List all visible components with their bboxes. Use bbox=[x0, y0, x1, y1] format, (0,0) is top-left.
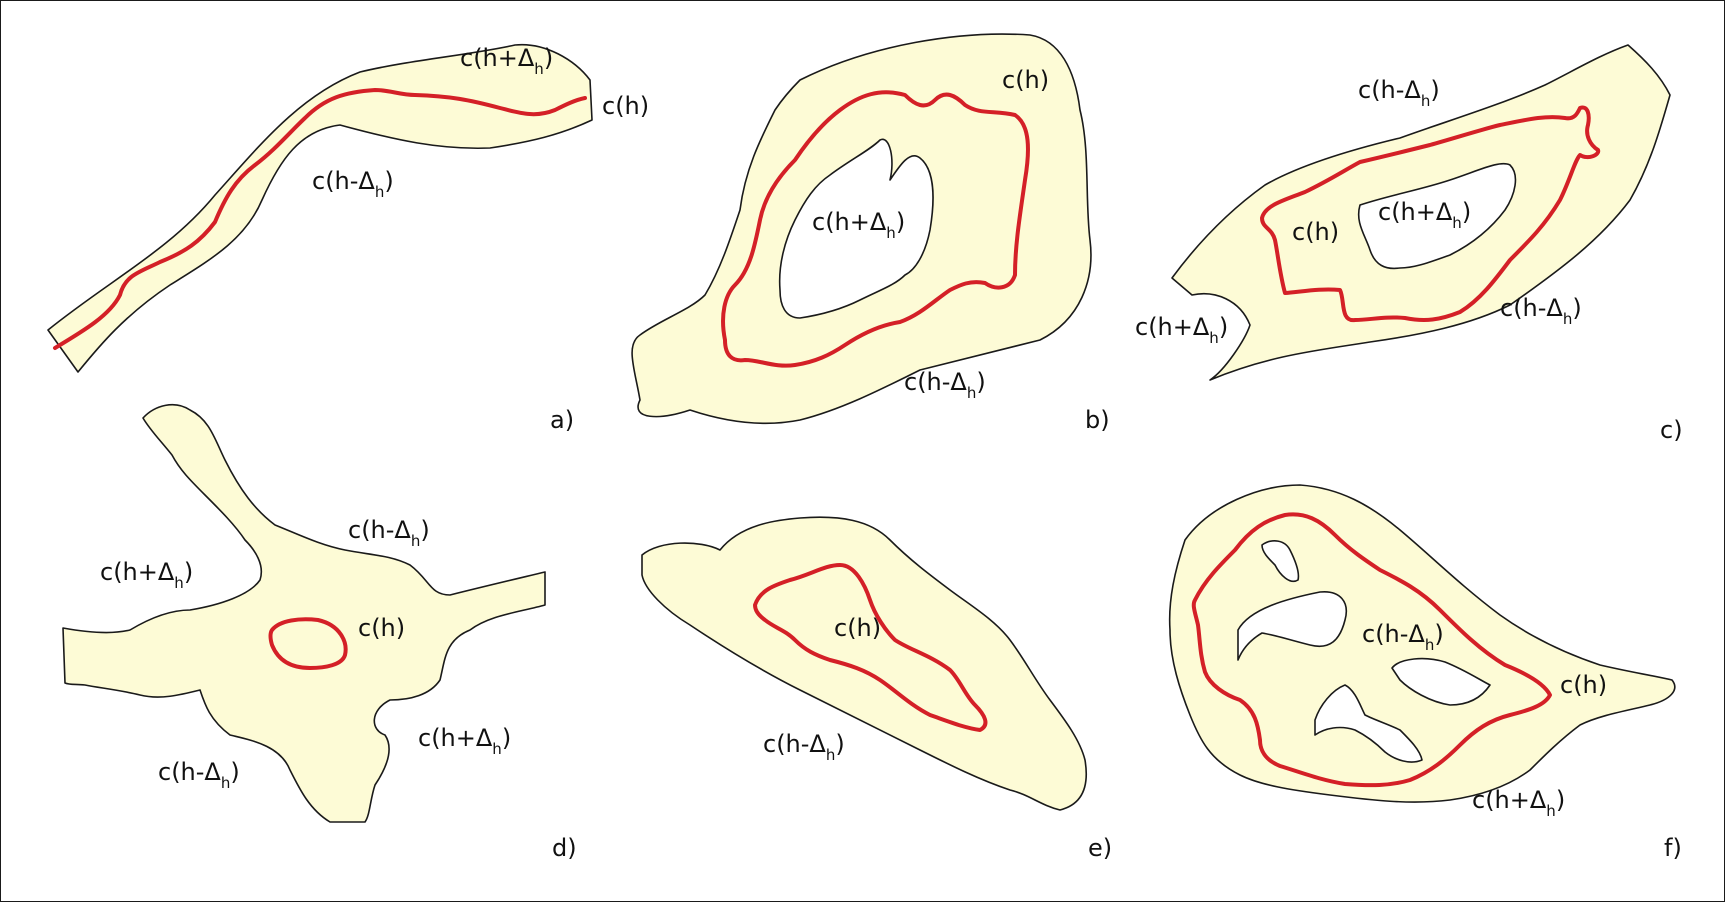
panel-c-label-4: c(h-Δh) bbox=[1500, 294, 1582, 328]
panel-d-region bbox=[62, 403, 546, 823]
svg-text:c(h-Δh): c(h-Δh) bbox=[763, 730, 845, 764]
panel-f-label-2: c(h) bbox=[1560, 671, 1607, 699]
panel-d-letter: d) bbox=[552, 834, 577, 862]
panel-f-label-3: c(h+Δh) bbox=[1472, 786, 1565, 820]
panel-c-letter: c) bbox=[1660, 416, 1683, 444]
svg-text:c(h+Δh): c(h+Δh) bbox=[1378, 198, 1471, 232]
svg-text:c(h+Δh): c(h+Δh) bbox=[418, 724, 511, 758]
svg-text:c(h+Δh): c(h+Δh) bbox=[1472, 786, 1565, 820]
panel-c: c(h-Δh) c(h) c(h+Δh) c(h-Δh) c(h+Δh) c) bbox=[1135, 44, 1683, 444]
svg-text:c(h-Δh): c(h-Δh) bbox=[1500, 294, 1582, 328]
svg-text:c(h-Δh): c(h-Δh) bbox=[348, 516, 430, 550]
panel-c-label-1: c(h-Δh) bbox=[1358, 76, 1440, 110]
panel-e-label-1: c(h) bbox=[834, 614, 881, 642]
svg-text:c(h+Δh): c(h+Δh) bbox=[460, 44, 553, 78]
panel-c-label-2: c(h) bbox=[1292, 218, 1339, 246]
panel-b: c(h) c(h+Δh) c(h-Δh) b) bbox=[631, 33, 1110, 434]
svg-text:c(h-Δh): c(h-Δh) bbox=[1362, 620, 1444, 654]
panel-f: c(h-Δh) c(h) c(h+Δh) f) bbox=[1168, 484, 1682, 862]
svg-text:c(h-Δh): c(h-Δh) bbox=[1358, 76, 1440, 110]
svg-text:c(h): c(h) bbox=[1292, 218, 1339, 246]
svg-text:c(h): c(h) bbox=[1002, 66, 1049, 94]
panel-d-contour bbox=[268, 617, 348, 670]
panel-c-hole bbox=[1357, 162, 1517, 270]
panel-d-label-1: c(h-Δh) bbox=[348, 516, 430, 550]
panel-e-label-2: c(h-Δh) bbox=[763, 730, 845, 764]
svg-text:c(h+Δh): c(h+Δh) bbox=[812, 208, 905, 242]
panel-e-letter: e) bbox=[1088, 834, 1112, 862]
panel-f-hole-1 bbox=[1261, 540, 1300, 583]
panel-f-label-1: c(h-Δh) bbox=[1362, 620, 1444, 654]
svg-text:c(h-Δh): c(h-Δh) bbox=[312, 167, 394, 201]
svg-text:c(h): c(h) bbox=[358, 614, 405, 642]
panel-d-label-3: c(h) bbox=[358, 614, 405, 642]
svg-text:c(h+Δh): c(h+Δh) bbox=[100, 558, 193, 592]
panel-a-region bbox=[47, 43, 593, 373]
svg-text:c(h-Δh): c(h-Δh) bbox=[904, 368, 986, 402]
panel-a-contour bbox=[53, 88, 587, 350]
svg-text:c(h+Δh): c(h+Δh) bbox=[1135, 313, 1228, 347]
panel-c-contour bbox=[1260, 105, 1601, 323]
panel-d-label-4: c(h+Δh) bbox=[418, 724, 511, 758]
svg-text:c(h): c(h) bbox=[1560, 671, 1607, 699]
panel-f-hole-3 bbox=[1391, 657, 1491, 706]
panel-f-letter: f) bbox=[1664, 834, 1682, 862]
svg-text:c(h): c(h) bbox=[602, 92, 649, 120]
panel-e-region bbox=[641, 516, 1087, 811]
panel-a-label-3: c(h-Δh) bbox=[312, 167, 394, 201]
panel-b-label-3: c(h-Δh) bbox=[904, 368, 986, 402]
panel-b-letter: b) bbox=[1085, 406, 1110, 434]
panel-c-label-5: c(h+Δh) bbox=[1135, 313, 1228, 347]
svg-text:c(h): c(h) bbox=[834, 614, 881, 642]
panel-d: c(h-Δh) c(h+Δh) c(h) c(h+Δh) c(h-Δh) d) bbox=[62, 403, 577, 862]
panel-a-label-2: c(h) bbox=[602, 92, 649, 120]
panel-c-label-3: c(h+Δh) bbox=[1378, 198, 1471, 232]
panel-b-hole bbox=[778, 138, 934, 319]
panel-f-hole-2 bbox=[1237, 591, 1347, 661]
panel-b-contour bbox=[721, 90, 1030, 368]
panel-e-contour bbox=[753, 563, 988, 732]
panel-a-letter: a) bbox=[550, 406, 574, 434]
panel-e: c(h) c(h-Δh) e) bbox=[641, 516, 1112, 862]
panel-d-label-5: c(h-Δh) bbox=[158, 758, 240, 792]
svg-text:c(h-Δh): c(h-Δh) bbox=[158, 758, 240, 792]
panel-f-contour bbox=[1191, 512, 1552, 788]
panel-b-label-1: c(h) bbox=[1002, 66, 1049, 94]
panel-a-label-1: c(h+Δh) bbox=[460, 44, 553, 78]
panel-d-label-2: c(h+Δh) bbox=[100, 558, 193, 592]
panel-b-label-2: c(h+Δh) bbox=[812, 208, 905, 242]
panel-a: c(h+Δh) c(h) c(h-Δh) a) bbox=[47, 43, 649, 434]
panel-f-hole-4 bbox=[1314, 684, 1423, 763]
